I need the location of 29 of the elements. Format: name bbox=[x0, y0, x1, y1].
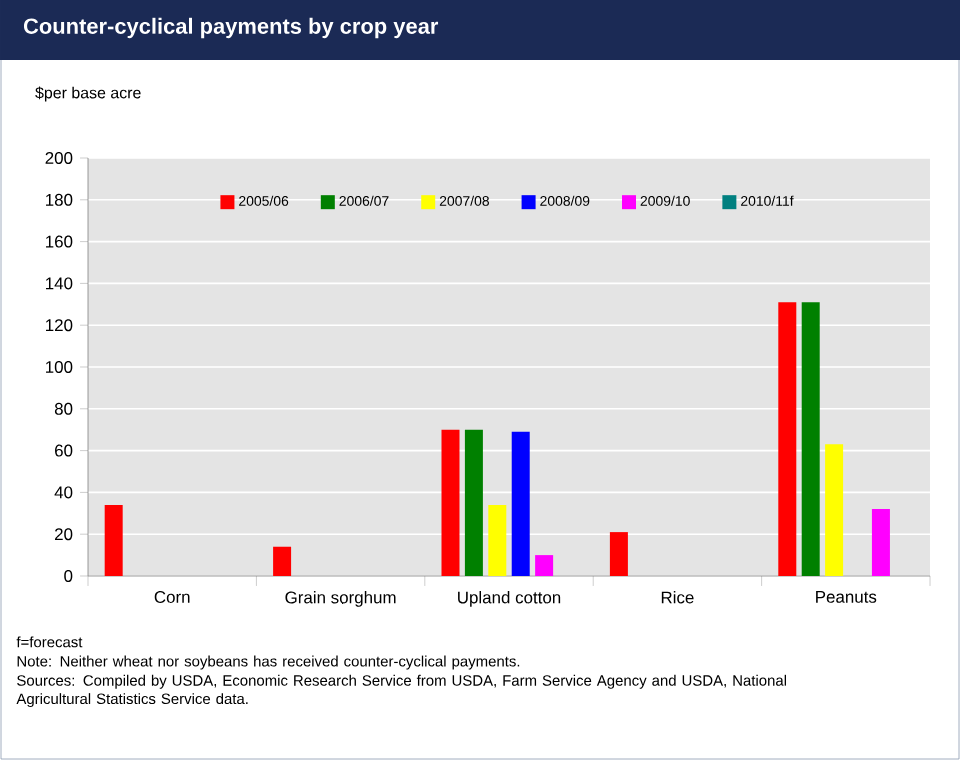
bar bbox=[535, 555, 554, 576]
x-tick-label: Peanuts bbox=[816, 591, 877, 603]
x-tick-label: Corn bbox=[154, 591, 190, 603]
bar bbox=[511, 431, 530, 576]
y-tick-label: 180 bbox=[46, 193, 73, 206]
y-tick-label: 160 bbox=[46, 235, 73, 248]
bar bbox=[609, 532, 628, 576]
bar bbox=[273, 546, 292, 576]
bar bbox=[464, 429, 483, 576]
bar bbox=[778, 302, 797, 576]
y-tick-label: 200 bbox=[45, 152, 73, 164]
bar bbox=[488, 504, 507, 576]
x-tick-label: Grain sorghum bbox=[285, 591, 396, 607]
bar bbox=[801, 302, 820, 576]
y-tick-label: 80 bbox=[54, 402, 73, 415]
bar bbox=[441, 429, 460, 576]
x-tick-label: Upland cotton bbox=[458, 591, 561, 607]
y-tick-label: 140 bbox=[46, 277, 73, 290]
y-tick-label: 120 bbox=[46, 319, 73, 332]
bar bbox=[825, 444, 844, 576]
y-tick-label: 60 bbox=[55, 444, 73, 457]
y-tick-label: 40 bbox=[54, 486, 73, 499]
bar bbox=[871, 509, 890, 576]
chart-title: Counter-cyclical payments by crop year bbox=[23, 17, 439, 39]
y-tick-label: 20 bbox=[55, 528, 73, 541]
y-tick-label: 0 bbox=[64, 570, 73, 582]
x-tick-label: Rice bbox=[661, 591, 694, 604]
bar bbox=[104, 504, 123, 576]
y-tick-label: 100 bbox=[46, 361, 73, 373]
